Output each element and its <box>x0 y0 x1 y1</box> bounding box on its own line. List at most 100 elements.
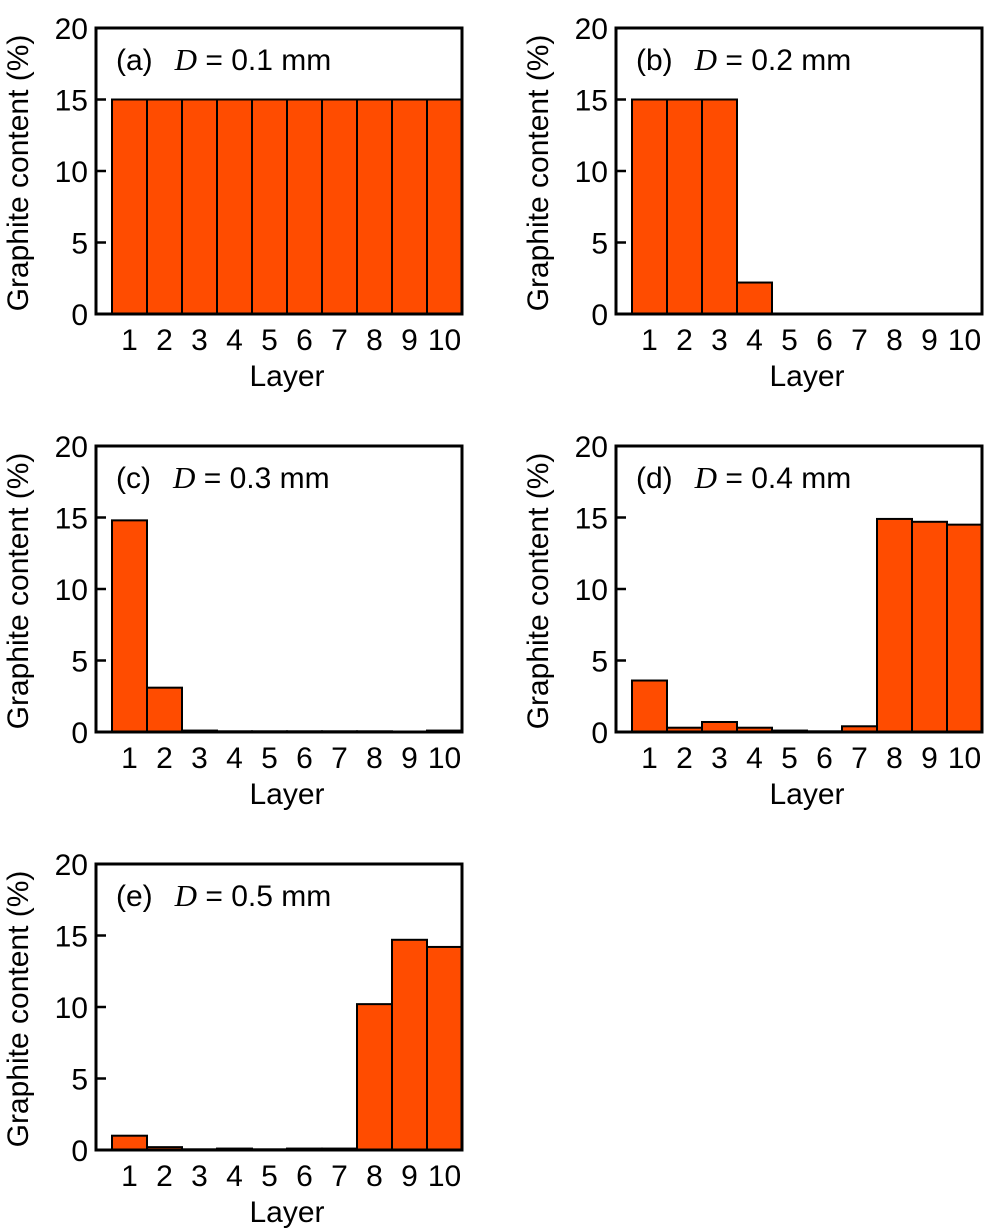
y-tick-label: 0 <box>71 299 88 332</box>
x-tick-label: 1 <box>121 1160 138 1193</box>
panel-value: = 0.3 mm <box>195 462 329 495</box>
y-tick-label: 15 <box>55 921 88 954</box>
x-tick-label: 5 <box>781 742 798 775</box>
y-tick-label: 0 <box>71 717 88 750</box>
y-tick-label: 0 <box>591 299 608 332</box>
y-axis-label: Graphite content (%) <box>522 453 555 730</box>
bar <box>911 520 948 733</box>
bar <box>111 1134 148 1151</box>
x-tick-label: 6 <box>816 742 833 775</box>
bar <box>181 98 218 315</box>
y-tick-label: 15 <box>55 503 88 536</box>
x-tick-label: 8 <box>886 742 903 775</box>
panel-letter: (d) <box>636 462 673 495</box>
x-tick-label: 5 <box>261 742 278 775</box>
bar <box>876 517 913 733</box>
y-axis-label: Graphite content (%) <box>2 871 35 1148</box>
y-tick-label: 5 <box>591 228 608 261</box>
x-tick-label: 2 <box>156 324 173 357</box>
x-tick-label: 2 <box>676 742 693 775</box>
bar <box>111 98 148 315</box>
y-tick-label: 20 <box>55 13 88 46</box>
x-tick-label: 7 <box>331 742 348 775</box>
y-tick-label: 0 <box>71 1135 88 1168</box>
x-tick-label: 8 <box>886 324 903 357</box>
bar <box>216 98 253 315</box>
bar <box>426 98 463 315</box>
x-tick-label: 7 <box>331 324 348 357</box>
bar <box>701 720 738 733</box>
y-tick-label: 5 <box>591 646 608 679</box>
panel-letter: (b) <box>636 44 673 77</box>
panel-value: = 0.2 mm <box>717 44 851 77</box>
x-tick-label: 9 <box>921 324 938 357</box>
x-tick-label: 3 <box>191 742 208 775</box>
panel-variable: D <box>694 460 717 495</box>
x-axis-label: Layer <box>249 1196 324 1229</box>
panel-variable: D <box>174 42 197 77</box>
bar <box>356 1003 393 1152</box>
panel-variable: D <box>694 42 717 77</box>
y-axis-label: Graphite content (%) <box>522 35 555 312</box>
panel-title: (d) D = 0.4 mm <box>636 460 851 495</box>
x-tick-label: 1 <box>641 742 658 775</box>
x-tick-label: 8 <box>366 324 383 357</box>
x-tick-label: 10 <box>948 742 981 775</box>
x-tick-label: 8 <box>366 1160 383 1193</box>
panel-letter: (e) <box>116 880 153 913</box>
x-axis-label: Layer <box>249 360 324 393</box>
x-axis-label: Layer <box>249 778 324 811</box>
y-tick-label: 20 <box>55 849 88 882</box>
bar <box>286 98 323 315</box>
panel-value: = 0.5 mm <box>197 880 331 913</box>
panel-title: (b) D = 0.2 mm <box>636 42 851 77</box>
y-tick-label: 10 <box>575 156 608 189</box>
x-tick-label: 4 <box>226 742 243 775</box>
x-tick-label: 1 <box>121 742 138 775</box>
bar <box>111 519 148 733</box>
y-axis-label: Graphite content (%) <box>2 35 35 312</box>
x-tick-label: 7 <box>331 1160 348 1193</box>
x-tick-label: 3 <box>711 742 728 775</box>
x-tick-label: 7 <box>851 742 868 775</box>
x-tick-label: 3 <box>711 324 728 357</box>
y-tick-label: 5 <box>71 1064 88 1097</box>
x-tick-label: 1 <box>121 324 138 357</box>
panel-title: (c) D = 0.3 mm <box>116 460 330 495</box>
x-tick-label: 10 <box>948 324 981 357</box>
x-tick-label: 4 <box>226 324 243 357</box>
panel-variable: D <box>174 878 197 913</box>
x-axis-label: Layer <box>769 360 844 393</box>
x-tick-label: 3 <box>191 324 208 357</box>
x-tick-label: 9 <box>401 1160 418 1193</box>
y-axis-label: Graphite content (%) <box>2 453 35 730</box>
x-tick-label: 2 <box>156 1160 173 1193</box>
x-tick-label: 9 <box>401 742 418 775</box>
x-tick-label: 3 <box>191 1160 208 1193</box>
bar <box>146 686 183 733</box>
bar <box>426 945 463 1151</box>
y-tick-label: 10 <box>55 156 88 189</box>
x-tick-label: 5 <box>261 1160 278 1193</box>
x-tick-label: 9 <box>921 742 938 775</box>
x-tick-label: 2 <box>676 324 693 357</box>
x-tick-label: 1 <box>641 324 658 357</box>
x-tick-label: 7 <box>851 324 868 357</box>
x-tick-label: 5 <box>261 324 278 357</box>
bar <box>146 98 183 315</box>
x-tick-label: 4 <box>226 1160 243 1193</box>
x-tick-label: 10 <box>428 742 461 775</box>
bar <box>251 98 288 315</box>
y-tick-label: 10 <box>55 574 88 607</box>
x-tick-label: 10 <box>428 324 461 357</box>
panel-variable: D <box>172 460 195 495</box>
bar <box>946 523 983 734</box>
y-tick-label: 20 <box>575 13 608 46</box>
y-tick-label: 20 <box>55 431 88 464</box>
